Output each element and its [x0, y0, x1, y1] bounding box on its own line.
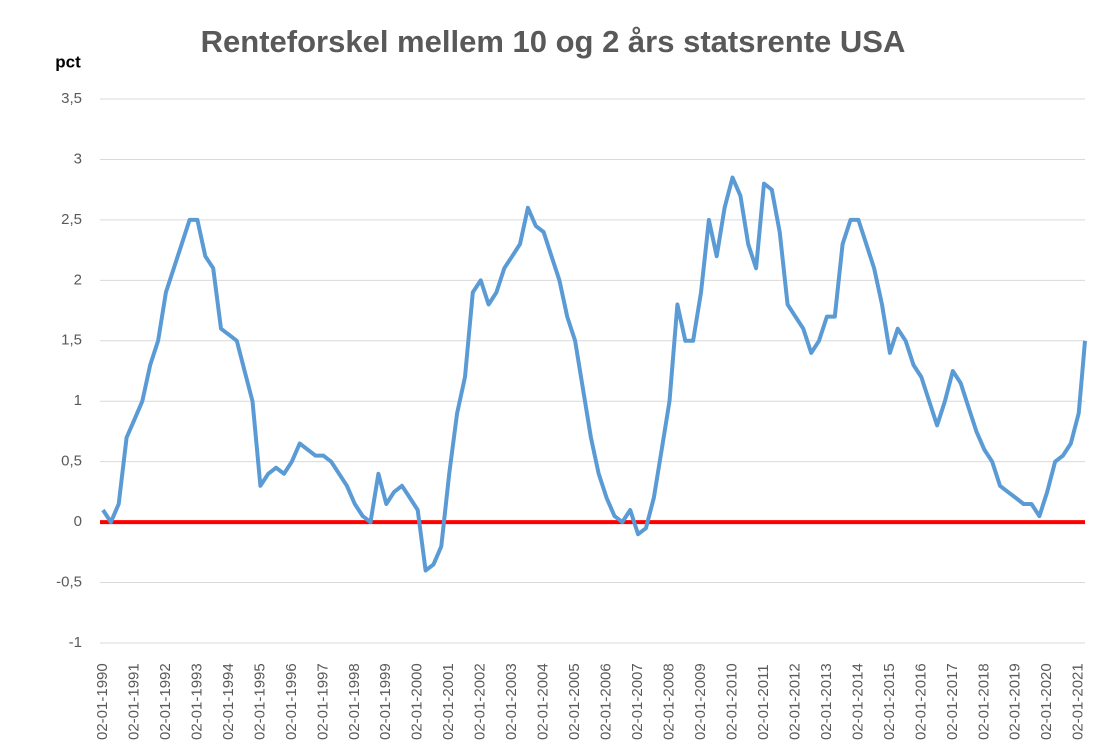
x-tick-label: 02-01-2013: [818, 663, 835, 740]
x-tick-label: 02-01-2004: [535, 663, 552, 740]
y-tick-label: -0,5: [56, 574, 82, 591]
x-tick-label: 02-01-2002: [472, 663, 489, 740]
x-tick-label: 02-01-1995: [251, 663, 268, 740]
y-tick-label: 3: [74, 150, 82, 167]
x-tick-label: 02-01-1990: [94, 663, 111, 740]
x-tick-label: 02-01-2018: [975, 663, 992, 740]
x-tick-label: 02-01-2020: [1038, 663, 1055, 740]
x-tick-label: 02-01-2010: [723, 663, 740, 740]
x-tick-label: 02-01-2016: [912, 663, 929, 740]
x-tick-label: 02-01-2006: [598, 663, 615, 740]
x-tick-label: 02-01-1992: [157, 663, 174, 740]
x-tick-label: 02-01-2021: [1070, 663, 1087, 740]
x-tick-label: 02-01-1996: [283, 663, 300, 740]
x-tick-label: 02-01-1994: [220, 663, 237, 740]
x-tick-label: 02-01-2012: [786, 663, 803, 740]
y-tick-label: 0: [74, 513, 82, 530]
x-tick-label: 02-01-2003: [503, 663, 520, 740]
x-tick-label: 02-01-1997: [314, 663, 331, 740]
x-tick-label: 02-01-2014: [849, 663, 866, 740]
x-tick-label: 02-01-1993: [188, 663, 205, 740]
x-tick-label: 02-01-2017: [944, 663, 961, 740]
y-tick-label: 2,5: [61, 211, 82, 228]
x-tick-label: 02-01-2009: [692, 663, 709, 740]
y-tick-label: 3,5: [61, 90, 82, 107]
x-tick-label: 02-01-2005: [566, 663, 583, 740]
y-tick-label: 2: [74, 271, 82, 288]
y-tick-label: 1: [74, 392, 82, 409]
y-axis-label: pct: [55, 52, 81, 71]
x-tick-label: 02-01-2015: [881, 663, 898, 740]
x-tick-label: 02-01-2007: [629, 663, 646, 740]
chart-title: Renteforskel mellem 10 og 2 års statsren…: [201, 24, 906, 59]
x-tick-label: 02-01-2001: [440, 663, 457, 740]
x-tick-label: 02-01-2000: [409, 663, 426, 740]
x-tick-label: 02-01-1991: [125, 663, 142, 740]
y-tick-label: 0,5: [61, 453, 82, 470]
x-tick-label: 02-01-1999: [377, 663, 394, 740]
x-tick-label: 02-01-1998: [346, 663, 363, 740]
y-tick-label: -1: [69, 634, 82, 651]
x-tick-label: 02-01-2019: [1007, 663, 1024, 740]
data-line: [101, 175, 1087, 573]
y-tick-label: 1,5: [61, 332, 82, 349]
x-tick-label: 02-01-2011: [755, 664, 772, 740]
x-tick-label: 02-01-2008: [661, 663, 678, 740]
